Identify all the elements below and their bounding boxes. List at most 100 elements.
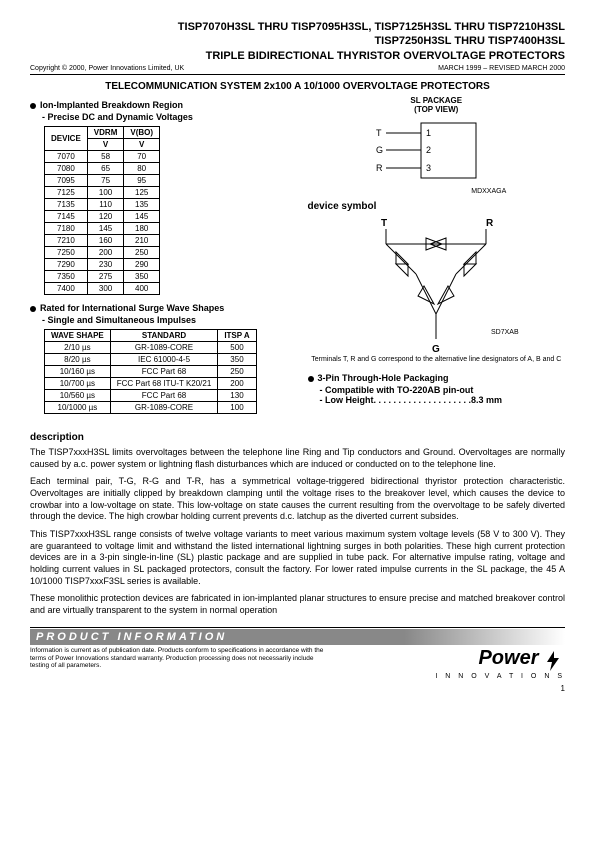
desc-p3: This TISP7xxxH3SL range consists of twel… [30, 529, 565, 587]
bullet2-sub: - Single and Simultaneous Impulses [42, 315, 288, 325]
table-cell: 120 [87, 210, 124, 222]
logo: Power I N N O V A T I O N S [435, 647, 565, 681]
table-cell: 275 [87, 270, 124, 282]
svg-text:G: G [376, 145, 383, 155]
revision-date: MARCH 1999 – REVISED MARCH 2000 [438, 65, 565, 72]
table-cell: 7350 [45, 270, 88, 282]
bullet-icon [30, 103, 36, 109]
table-cell: 7125 [45, 186, 88, 198]
table-cell: 290 [124, 258, 160, 270]
package-diagram: T G R 1 2 3 MDXXAGA [366, 118, 506, 195]
device-table: DEVICE VDRM V(BO) V V 707058707080658070… [44, 126, 160, 295]
wave-table: WAVE SHAPE STANDARD ITSP A 2/10 µsGR-108… [44, 329, 257, 414]
table-cell: 500 [218, 341, 256, 353]
table-cell: 350 [124, 270, 160, 282]
table-cell: FCC Part 68 [110, 389, 218, 401]
pkg-code: MDXXAGA [366, 188, 506, 195]
table-cell: 250 [218, 365, 256, 377]
table-cell: 10/700 µs [45, 377, 111, 389]
svg-text:SD7XAB: SD7XAB [491, 329, 519, 336]
table-cell: 160 [87, 234, 124, 246]
bullet-icon [308, 376, 314, 382]
pkg-title2: (TOP VIEW) [308, 105, 566, 114]
bullet2-title: Rated for International Surge Wave Shape… [40, 303, 224, 313]
table-cell: 250 [124, 246, 160, 258]
desc-p4: These monolithic protection devices are … [30, 593, 565, 616]
table-cell: 7095 [45, 174, 88, 186]
svg-text:3: 3 [426, 163, 431, 173]
description-head: description [30, 432, 565, 443]
table-cell: 8/20 µs [45, 353, 111, 365]
th-device: DEVICE [45, 126, 88, 150]
table-cell: 7210 [45, 234, 88, 246]
table-cell: 7080 [45, 162, 88, 174]
svg-text:R: R [486, 218, 494, 229]
bullet1-sub: - Precise DC and Dynamic Voltages [42, 112, 288, 122]
bullet3-title: 3-Pin Through-Hole Packaging [318, 373, 449, 383]
table-cell: 7400 [45, 282, 88, 294]
table-cell: 10/1000 µs [45, 401, 111, 413]
copyright: Copyright © 2000, Power Innovations Limi… [30, 65, 184, 72]
table-cell: 230 [87, 258, 124, 270]
pkg-title1: SL PACKAGE [308, 96, 566, 105]
table-cell: FCC Part 68 ITU-T K20/21 [110, 377, 218, 389]
table-cell: 110 [87, 198, 124, 210]
svg-text:T: T [376, 128, 382, 138]
bullet-icon [30, 306, 36, 312]
table-cell: FCC Part 68 [110, 365, 218, 377]
table-cell: 7135 [45, 198, 88, 210]
header-line3: TRIPLE BIDIRECTIONAL THYRISTOR OVERVOLTA… [30, 49, 565, 63]
th-standard: STANDARD [110, 329, 218, 341]
table-cell: 180 [124, 222, 160, 234]
table-cell: 145 [124, 210, 160, 222]
table-cell: 7070 [45, 150, 88, 162]
table-cell: 95 [124, 174, 160, 186]
page-number: 1 [30, 684, 565, 693]
bullet3-line1: - Compatible with TO-220AB pin-out [320, 385, 566, 395]
table-cell: 7180 [45, 222, 88, 234]
header-line1: TISP7070H3SL THRU TISP7095H3SL, TISP7125… [30, 20, 565, 34]
table-cell: 350 [218, 353, 256, 365]
table-cell: IEC 61000-4-5 [110, 353, 218, 365]
svg-text:T: T [381, 218, 387, 229]
table-cell: 135 [124, 198, 160, 210]
table-cell: 7290 [45, 258, 88, 270]
th-vbo: V(BO) [124, 126, 160, 138]
table-cell: 10/160 µs [45, 365, 111, 377]
table-cell: 145 [87, 222, 124, 234]
table-cell: 300 [87, 282, 124, 294]
svg-text:R: R [376, 163, 383, 173]
table-cell: 100 [87, 186, 124, 198]
table-cell: 400 [124, 282, 160, 294]
table-cell: GR-1089-CORE [110, 341, 218, 353]
table-cell: 80 [124, 162, 160, 174]
table-cell: 130 [218, 389, 256, 401]
desc-p1: The TISP7xxxH3SL limits overvoltages bet… [30, 447, 565, 470]
table-cell: 210 [124, 234, 160, 246]
th-itsp: ITSP A [218, 329, 256, 341]
device-symbol-diagram: T R G [308, 214, 566, 354]
table-cell: 200 [87, 246, 124, 258]
bullet3-line2-suffix: 8.3 mm [471, 395, 502, 405]
unit-v1: V [87, 138, 124, 150]
terminal-note: Terminals T, R and G correspond to the a… [308, 356, 566, 363]
desc-p2: Each terminal pair, T-G, R-G and T-R, ha… [30, 476, 565, 523]
table-cell: 10/560 µs [45, 389, 111, 401]
section-title: TELECOMMUNICATION SYSTEM 2x100 A 10/1000… [30, 81, 565, 92]
table-cell: 65 [87, 162, 124, 174]
bullet3-line2-prefix: - Low Height [320, 395, 374, 405]
table-cell: 7250 [45, 246, 88, 258]
svg-text:1: 1 [426, 128, 431, 138]
table-cell: 200 [218, 377, 256, 389]
table-cell: 7145 [45, 210, 88, 222]
product-info-bar: PRODUCT INFORMATION [30, 629, 565, 645]
table-cell: 2/10 µs [45, 341, 111, 353]
table-cell: 70 [124, 150, 160, 162]
device-symbol-label: device symbol [308, 201, 566, 212]
table-cell: 75 [87, 174, 124, 186]
table-cell: 100 [218, 401, 256, 413]
th-vdrm: VDRM [87, 126, 124, 138]
table-cell: GR-1089-CORE [110, 401, 218, 413]
footer-text: Information is current as of publication… [30, 647, 330, 670]
svg-text:2: 2 [426, 145, 431, 155]
